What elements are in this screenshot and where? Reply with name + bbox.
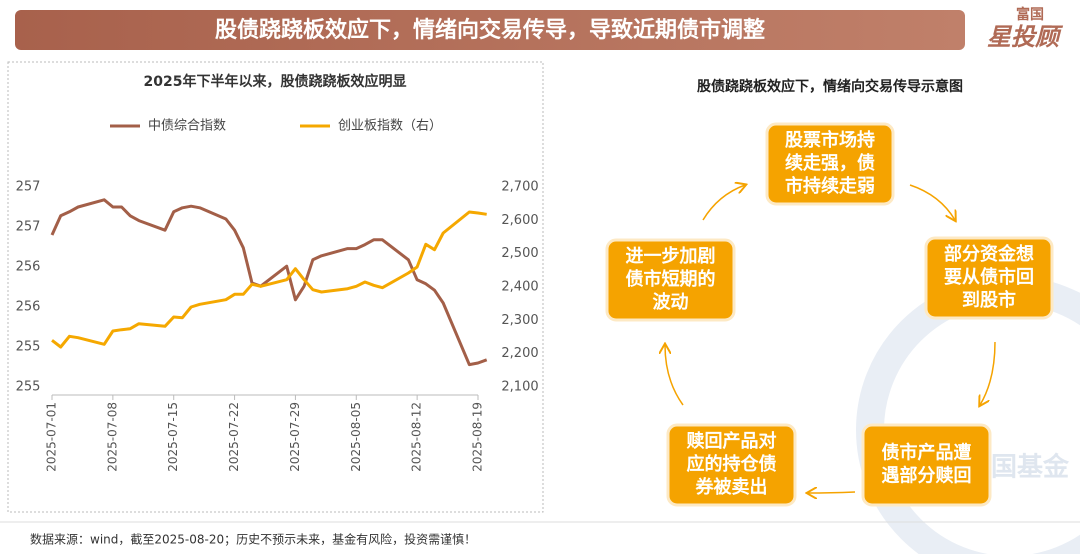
x-tick-label: 2025-08-19 xyxy=(471,402,485,472)
y-tick-label: 255 xyxy=(16,380,41,395)
y-tick-label: 256 xyxy=(16,260,41,275)
watermark-logo xyxy=(856,276,1080,558)
y-tick-label: 256 xyxy=(16,300,41,315)
page-title: 股债跷跷板效应下，情绪向交易传导，导致近期债市调整 xyxy=(215,17,765,43)
arrow xyxy=(808,492,856,493)
watermark: 国基金 xyxy=(991,452,1070,483)
node-text: 债市短期的 xyxy=(626,268,716,290)
diagram-title: 股债跷跷板效应下，情绪向交易传导示意图 xyxy=(697,78,963,95)
y2-tick-label: 2,500 xyxy=(501,246,538,261)
y-tick-label: 257 xyxy=(16,220,41,235)
x-tick-label: 2025-07-15 xyxy=(166,402,180,472)
logo-main: 星投顾 xyxy=(987,23,1064,51)
node-box xyxy=(765,122,895,206)
x-tick-label: 2025-08-12 xyxy=(410,402,424,472)
series-line xyxy=(50,198,488,367)
node-text: 券被卖出 xyxy=(695,476,768,498)
node-text: 部分资金想 xyxy=(944,243,1034,265)
title-banner xyxy=(15,10,965,50)
chart-frame xyxy=(7,61,544,513)
y2-tick-label: 2,700 xyxy=(501,180,538,195)
node-text: 应的持仓债 xyxy=(687,453,777,475)
arrow xyxy=(909,184,955,220)
node-text: 债市产品遭 xyxy=(882,442,972,464)
node-text: 到股市 xyxy=(962,289,1016,311)
series-line xyxy=(51,210,487,349)
node-text: 要从债市回 xyxy=(944,266,1034,288)
y2-tick-label: 2,400 xyxy=(501,280,538,295)
y-tick-label: 257 xyxy=(16,180,41,195)
node-text: 市持续走弱 xyxy=(785,175,875,197)
node-text: 续走强，债 xyxy=(785,152,875,174)
x-tick-label: 2025-07-22 xyxy=(227,402,241,472)
x-tick-label: 2025-08-05 xyxy=(349,402,363,472)
x-tick-label: 2025-07-01 xyxy=(45,402,59,472)
node-text: 遇部分赎回 xyxy=(882,465,972,487)
node-text: 股票市场持 xyxy=(784,129,875,151)
y2-tick-label: 2,300 xyxy=(501,313,538,328)
node-text: 赎回产品对 xyxy=(687,430,777,452)
arrows xyxy=(665,184,996,493)
x-tick-label: 2025-07-29 xyxy=(288,402,302,472)
y2-tick-label: 2,600 xyxy=(501,213,538,228)
node-box xyxy=(861,423,992,507)
legend-label: 中债综合指数 xyxy=(148,119,226,134)
y-tick-label: 255 xyxy=(16,340,41,355)
x-tick-label: 2025-07-08 xyxy=(105,402,119,472)
arrow xyxy=(665,345,684,406)
y2-tick-label: 2,100 xyxy=(501,380,538,395)
logo-top: 富国 xyxy=(1016,6,1044,23)
arrow xyxy=(702,185,745,221)
y2-tick-label: 2,200 xyxy=(501,346,538,361)
node-box xyxy=(924,236,1054,320)
footer-note: 数据来源：wind，截至2025-08-20；历史不预示未来，基金有风险，投资需… xyxy=(30,532,476,547)
legend-label: 创业板指数（右） xyxy=(338,119,442,134)
node-box xyxy=(605,238,736,322)
chart-title: 2025年下半年以来，股债跷跷板效应明显 xyxy=(144,73,407,90)
arrow xyxy=(980,341,996,405)
node-box xyxy=(666,423,797,507)
node-text: 进一步加剧 xyxy=(626,245,716,267)
node-text: 波动 xyxy=(653,291,689,313)
